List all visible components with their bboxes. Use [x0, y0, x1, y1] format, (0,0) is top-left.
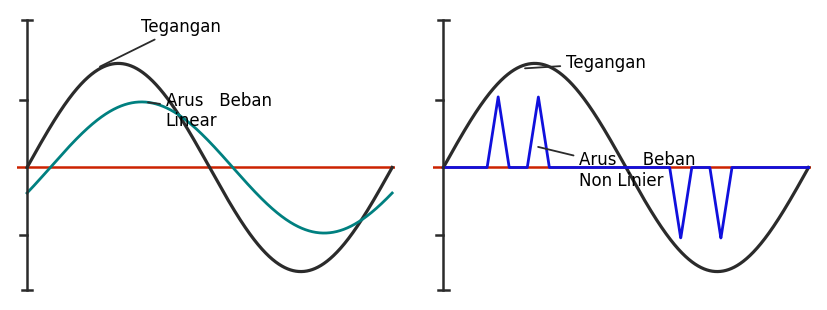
Text: Tegangan: Tegangan [524, 54, 645, 72]
Text: Arus     Beban
Non Linier: Arus Beban Non Linier [538, 147, 695, 190]
Text: Arus   Beban
Linear: Arus Beban Linear [148, 92, 271, 131]
Text: Tegangan: Tegangan [100, 18, 221, 67]
